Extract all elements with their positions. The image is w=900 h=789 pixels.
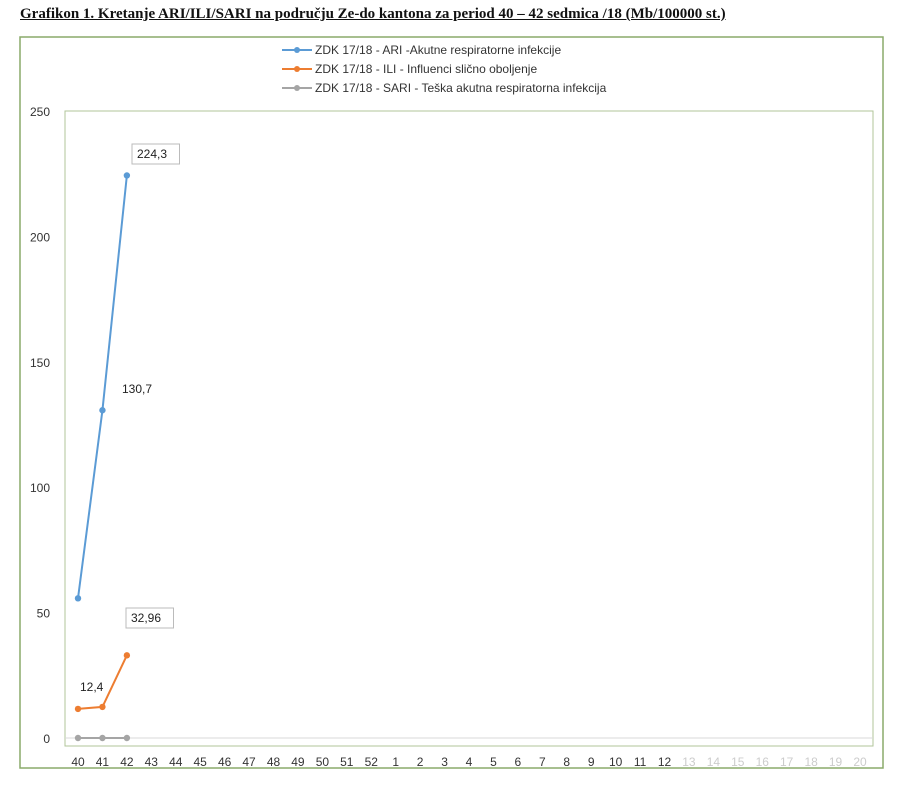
x-tick-label: 47: [242, 755, 256, 769]
x-tick-label: 52: [365, 755, 379, 769]
y-tick-label: 200: [30, 230, 50, 244]
x-tick-label: 7: [539, 755, 546, 769]
plot-area: [64, 110, 874, 747]
legend-marker: [294, 47, 300, 53]
x-tick-label: 6: [515, 755, 522, 769]
x-tick-label: 46: [218, 755, 232, 769]
x-tick-label: 10: [609, 755, 623, 769]
chart-frame: [19, 36, 884, 769]
x-tick-label: 5: [490, 755, 497, 769]
x-tick-label: 4: [466, 755, 473, 769]
x-tick-label: 48: [267, 755, 281, 769]
x-tick-label: 11: [634, 755, 647, 769]
legend-entry: ZDK 17/18 - ARI -Akutne respiratorne inf…: [315, 43, 561, 57]
y-tick-label: 250: [30, 105, 50, 119]
chart-title: Grafikon 1. Kretanje ARI/ILI/SARI na pod…: [20, 6, 726, 22]
x-tick-label: 14: [707, 755, 721, 769]
data-label: 12,4: [80, 680, 104, 694]
data-label-box: [125, 607, 174, 629]
x-tick-label: 49: [291, 755, 305, 769]
legend-marker: [294, 85, 300, 91]
x-tick-label: 2: [417, 755, 424, 769]
data-point: [99, 703, 106, 711]
x-tick-label: 13: [682, 755, 696, 769]
data-label: 130,7: [122, 382, 152, 396]
x-tick-label: 40: [71, 755, 85, 769]
x-tick-label: 3: [441, 755, 448, 769]
x-tick-label: 1: [392, 755, 399, 769]
x-tick-label: 17: [780, 755, 794, 769]
data-point: [99, 734, 106, 742]
x-tick-label: 12: [658, 755, 672, 769]
x-tick-label: 9: [588, 755, 595, 769]
data-point: [74, 595, 82, 602]
data-point: [74, 734, 82, 742]
x-tick-label: 15: [731, 755, 745, 769]
legend-entry: ZDK 17/18 - ILI - Influenci slično obolj…: [315, 62, 537, 76]
y-tick-label: 100: [30, 481, 50, 495]
y-tick-label: 0: [43, 732, 50, 746]
x-tick-label: 19: [829, 755, 843, 769]
data-point: [123, 172, 131, 179]
data-point: [123, 734, 131, 742]
legend-entry: ZDK 17/18 - SARI - Teška akutna respirat…: [315, 81, 607, 95]
data-label-box: [131, 143, 180, 165]
legend-marker: [294, 66, 300, 72]
series-line: [77, 175, 128, 599]
y-tick-label: 150: [30, 356, 50, 370]
data-point: [99, 407, 106, 414]
y-tick-label: 50: [37, 607, 51, 621]
x-tick-label: 20: [853, 755, 867, 769]
x-tick-label: 42: [120, 755, 134, 769]
x-tick-label: 43: [145, 755, 159, 769]
x-tick-label: 18: [804, 755, 818, 769]
data-point: [74, 705, 82, 713]
x-tick-label: 8: [563, 755, 570, 769]
data-label: 224,3: [137, 147, 167, 161]
x-tick-label: 50: [316, 755, 330, 769]
x-tick-label: 51: [340, 755, 354, 769]
x-tick-label: 16: [756, 755, 770, 769]
data-point: [123, 652, 131, 659]
x-tick-label: 45: [194, 755, 208, 769]
data-label: 32,96: [131, 611, 161, 625]
x-tick-label: 44: [169, 755, 183, 769]
x-tick-label: 41: [96, 755, 110, 769]
